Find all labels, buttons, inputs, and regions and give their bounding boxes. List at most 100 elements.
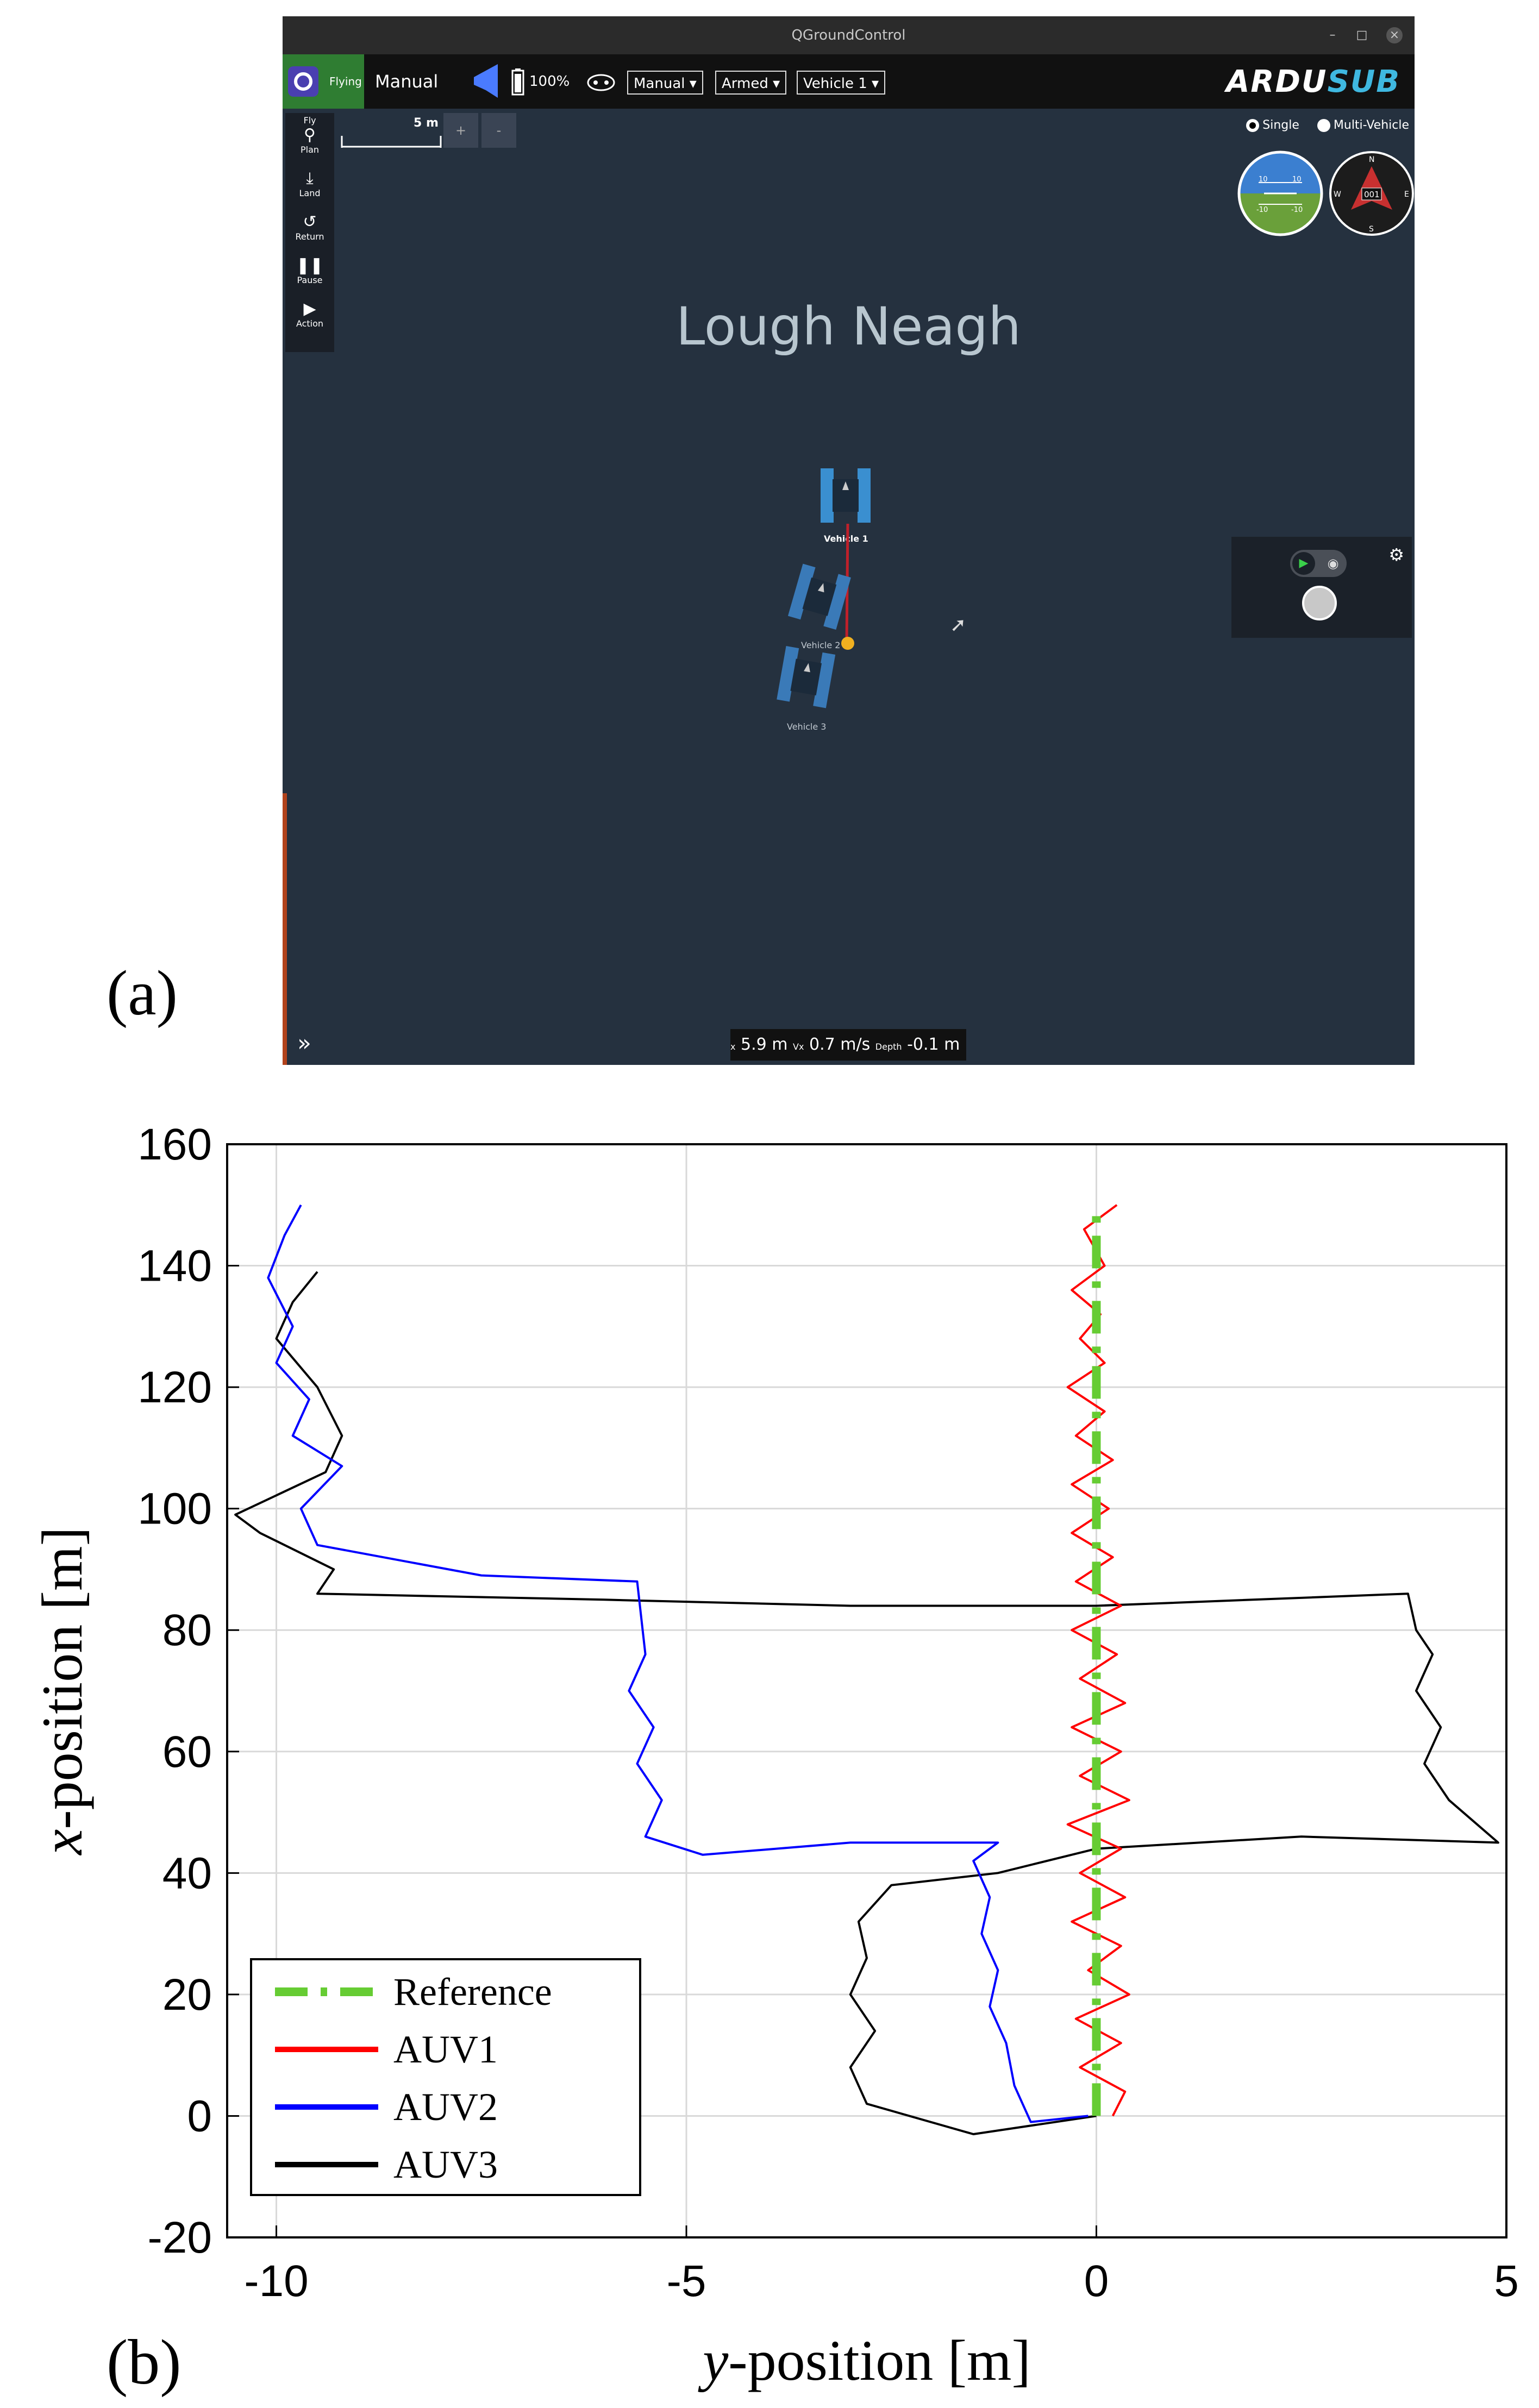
zoom-in-button[interactable]: + bbox=[443, 113, 478, 148]
camera-widget: ▶ ◉ ⚙ bbox=[1231, 537, 1412, 638]
left-edge-indicator bbox=[283, 793, 287, 1065]
vehicle-2-marker[interactable] bbox=[784, 563, 853, 637]
ardusub-logo: ARDUSUB bbox=[1226, 64, 1400, 99]
vehicle-value: Vehicle 1 bbox=[803, 76, 867, 92]
megaphone-icon[interactable] bbox=[470, 54, 502, 109]
gear-icon[interactable]: ⚙ bbox=[1388, 544, 1404, 565]
y-axis-label-rest: -position [m] bbox=[30, 1527, 94, 1829]
battery-percent: 100% bbox=[529, 73, 570, 90]
record-button[interactable] bbox=[1302, 586, 1337, 620]
x-axis-label: y-position [m] bbox=[698, 2329, 1031, 2392]
y-tick-label: 40 bbox=[162, 1848, 212, 1898]
plan-tool[interactable]: ⚲ Plan bbox=[285, 126, 334, 155]
panel-a-label: (a) bbox=[107, 957, 178, 1029]
x-tick-label: -10 bbox=[244, 2256, 309, 2306]
plan-icon: ⚲ bbox=[304, 126, 316, 145]
y-tick-label: 160 bbox=[137, 1120, 212, 1169]
pause-label: Pause bbox=[297, 275, 323, 285]
return-icon: ↺ bbox=[303, 212, 317, 231]
video-photo-toggle[interactable]: ▶ ◉ bbox=[1290, 550, 1347, 577]
fly-tool-panel: Fly ⚲ Plan ⤓ Land ↺ Return ❚❚ Pause ▶ Action bbox=[285, 113, 334, 352]
fly-tool[interactable]: Fly bbox=[285, 115, 334, 126]
vx-label: Vx bbox=[793, 1042, 804, 1052]
mouse-cursor-icon: ➚ bbox=[950, 614, 967, 636]
pause-icon: ❚❚ bbox=[296, 256, 324, 275]
window-titlebar: QGroundControl – □ × bbox=[283, 16, 1415, 54]
return-tool[interactable]: ↺ Return bbox=[285, 213, 334, 242]
legend-label: AUV2 bbox=[393, 2085, 498, 2129]
action-tool[interactable]: ▶ Action bbox=[285, 300, 334, 329]
minimize-button[interactable]: – bbox=[1329, 28, 1336, 42]
qgc-logo-icon[interactable] bbox=[287, 65, 320, 98]
arm-value: Armed bbox=[722, 76, 768, 92]
attitude-top-right: 10 bbox=[1292, 175, 1302, 184]
expand-chevron-icon[interactable]: » bbox=[297, 1030, 311, 1056]
attitude-bottom-right: -10 bbox=[1291, 206, 1303, 214]
vehicle-3-label: Vehicle 3 bbox=[787, 722, 827, 732]
vehicle-view-selector: Single Multi-Vehicle bbox=[1232, 118, 1409, 132]
window-title: QGroundControl bbox=[791, 27, 906, 43]
main-toolbar: Flying Manual 100% Manual ▾ Armed ▾ Vehi… bbox=[283, 54, 1415, 109]
legend-label: Reference bbox=[393, 1970, 552, 2014]
x-axis-label-var: y bbox=[698, 2329, 729, 2392]
mode-indicator[interactable]: Manual bbox=[375, 71, 439, 92]
attitude-bottom-left: -10 bbox=[1256, 206, 1268, 214]
attitude-indicator: 10 10 -10 -10 bbox=[1237, 150, 1323, 236]
map-location-label: Lough Neagh bbox=[675, 296, 1022, 357]
legend-label: AUV1 bbox=[393, 2028, 498, 2071]
vx-value: 0.7 m/s bbox=[809, 1035, 871, 1054]
single-radio[interactable]: Single bbox=[1246, 118, 1299, 132]
multi-radio-dot bbox=[1317, 119, 1330, 132]
y-tick-label: 20 bbox=[162, 1970, 212, 2020]
zoom-out-button[interactable]: - bbox=[481, 113, 516, 148]
y-tick-label: 100 bbox=[137, 1484, 212, 1534]
flight-status[interactable]: Flying bbox=[329, 75, 362, 88]
plan-label: Plan bbox=[300, 145, 320, 155]
x-axis-label-rest: -position [m] bbox=[728, 2329, 1030, 2392]
land-tool[interactable]: ⤓ Land bbox=[285, 169, 334, 199]
vehicle-1-marker[interactable] bbox=[818, 468, 873, 530]
y-tick-label: 0 bbox=[187, 2091, 212, 2141]
y-tick-label: 120 bbox=[137, 1363, 212, 1412]
telemetry-bar: x 5.9 m Vx 0.7 m/s Depth -0.1 m bbox=[730, 1029, 966, 1061]
vehicle-dropdown[interactable]: Vehicle 1 ▾ bbox=[797, 71, 886, 95]
arm-dropdown[interactable]: Armed ▾ bbox=[715, 71, 787, 95]
maximize-button[interactable]: □ bbox=[1356, 28, 1368, 42]
pause-tool[interactable]: ❚❚ Pause bbox=[285, 256, 334, 286]
series-line-auv3 bbox=[234, 1271, 1499, 2135]
scale-label: 5 m bbox=[414, 116, 439, 130]
land-label: Land bbox=[299, 188, 321, 198]
chart-ticks: -10 -5 0 5 -20 0 20 40 60 80 100 120 140 160 bbox=[137, 1120, 1519, 2306]
chart-legend: Reference AUV1 AUV2 AUV3 bbox=[250, 1958, 641, 2196]
video-camera-icon: ▶ bbox=[1292, 552, 1315, 575]
map-scale: 5 m bbox=[340, 114, 448, 160]
y-tick-label: 80 bbox=[162, 1606, 212, 1655]
vehicle-3-marker[interactable] bbox=[773, 645, 837, 716]
y-tick-label: 140 bbox=[137, 1241, 212, 1291]
x-tick-label: -5 bbox=[667, 2256, 706, 2306]
action-label: Action bbox=[296, 318, 324, 329]
panel-b-label: (b) bbox=[107, 2327, 182, 2398]
joystick-icon[interactable] bbox=[586, 54, 616, 109]
attitude-top-left: 10 bbox=[1259, 175, 1268, 184]
legend-label: AUV3 bbox=[393, 2143, 498, 2186]
y-axis-label: x-position [m] bbox=[30, 1527, 94, 1856]
fly-label: Fly bbox=[303, 115, 316, 126]
y-axis-label-var: x bbox=[30, 1829, 94, 1856]
compass-w: W bbox=[1334, 190, 1341, 199]
series-line-auv2 bbox=[267, 1204, 1088, 2123]
flight-mode-dropdown[interactable]: Manual ▾ bbox=[627, 71, 703, 95]
compass-n: N bbox=[1369, 155, 1374, 164]
plot-frame bbox=[226, 1143, 1507, 2238]
photo-camera-icon: ◉ bbox=[1327, 556, 1339, 571]
return-label: Return bbox=[295, 231, 324, 242]
y-tick-label: -20 bbox=[147, 2213, 212, 2262]
land-icon: ⤓ bbox=[306, 169, 314, 188]
flight-mode-value: Manual bbox=[634, 76, 685, 92]
multi-label: Multi-Vehicle bbox=[1333, 118, 1409, 132]
battery-icon[interactable] bbox=[510, 54, 526, 109]
close-button[interactable]: × bbox=[1386, 27, 1403, 43]
single-label: Single bbox=[1262, 118, 1299, 132]
multi-vehicle-radio[interactable]: Multi-Vehicle bbox=[1317, 118, 1409, 132]
